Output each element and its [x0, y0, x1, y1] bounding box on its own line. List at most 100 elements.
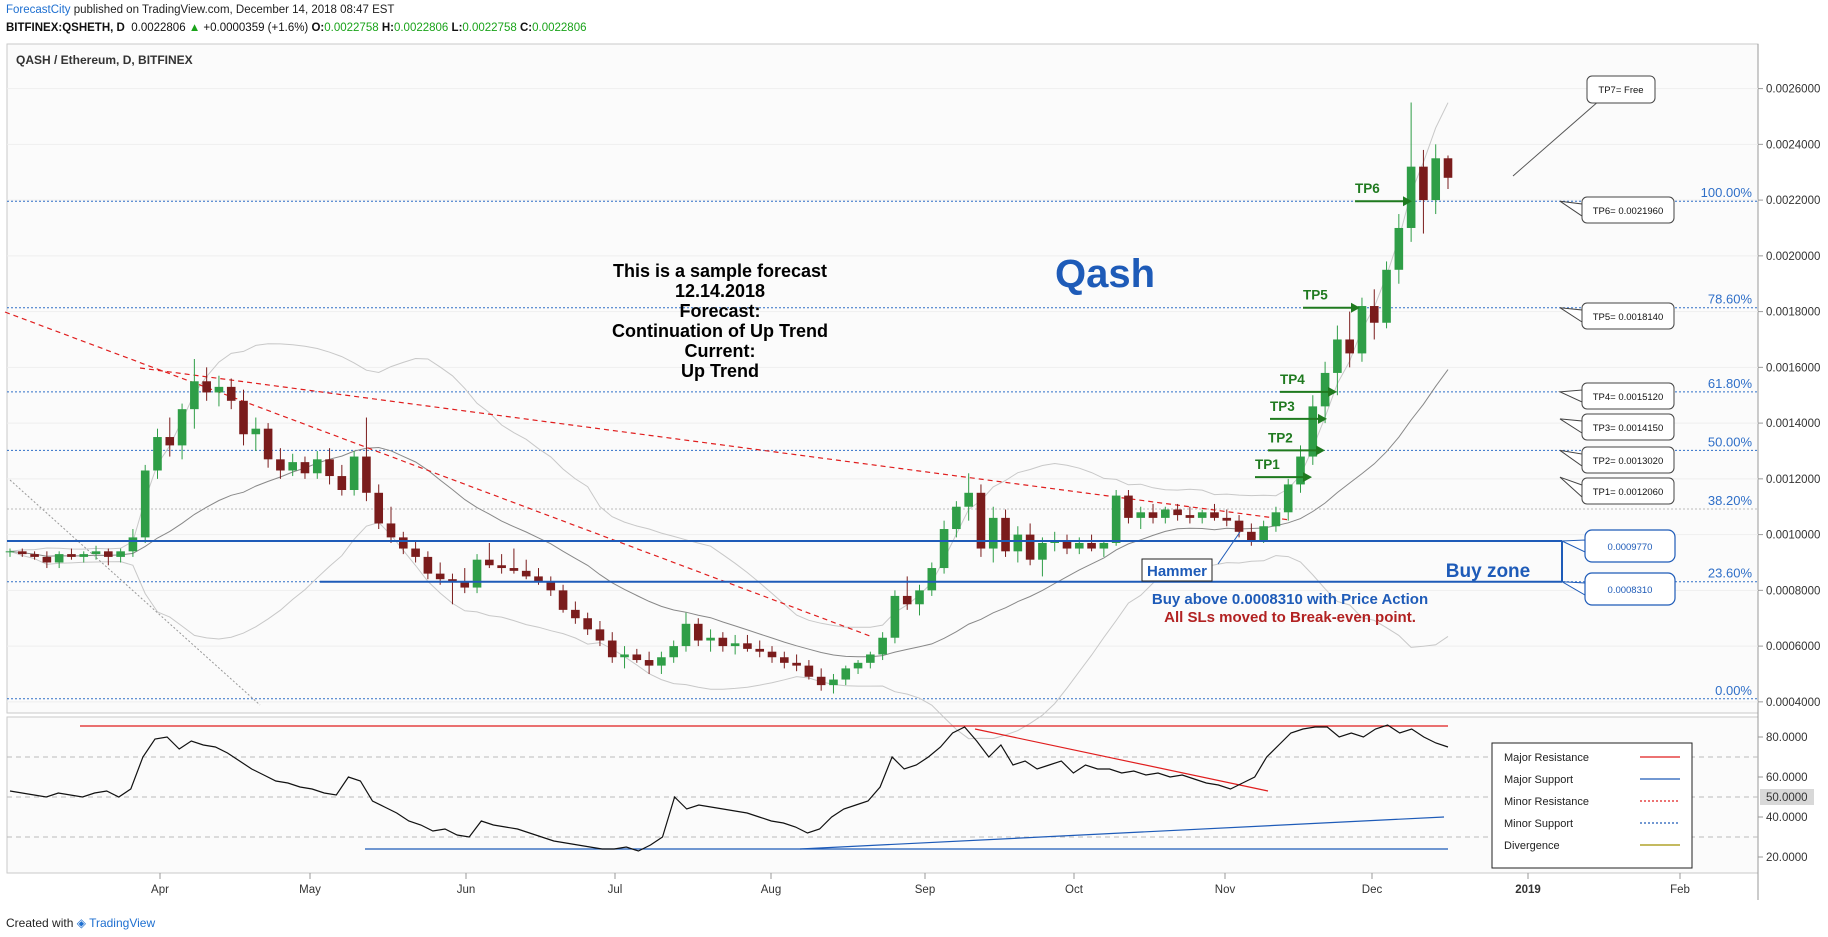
candle-body	[1345, 339, 1354, 354]
forecast-text-line: Forecast:	[679, 301, 760, 321]
candle-body	[202, 381, 211, 393]
take-profit-arrowhead	[1351, 302, 1360, 313]
support-callout-label: 0.0008310	[1608, 585, 1653, 596]
candle-body	[251, 428, 261, 435]
fib-level-label: 38.20%	[1708, 493, 1753, 508]
candle-body	[362, 456, 371, 493]
take-profit-callout-label: TP2= 0.0013020	[1593, 456, 1664, 467]
c-value: 0.0022806	[532, 22, 587, 34]
forecast-text-line: Up Trend	[681, 361, 759, 381]
rsi-tick-label: 60.0000	[1766, 772, 1808, 784]
take-profit-callout	[1581, 196, 1675, 224]
candle-body	[976, 492, 986, 549]
candle-body	[374, 492, 384, 524]
last-price: 0.0022806	[131, 22, 186, 34]
candle-body	[349, 456, 359, 490]
footer-tradingview[interactable]: TradingView	[89, 916, 156, 930]
candle-body	[128, 537, 138, 552]
stop-loss-note: All SLs moved to Break-even point.	[1164, 609, 1416, 626]
date-tick-label: 2019	[1515, 884, 1541, 896]
candle-body	[693, 623, 703, 641]
hammer-pointer	[1217, 531, 1241, 565]
price-tick-label: 0.0020000	[1766, 251, 1820, 263]
buy-zone-label: Buy zone	[1446, 561, 1530, 582]
o-value: 0.0022758	[324, 22, 379, 34]
candle-body	[792, 662, 801, 666]
rsi-pane[interactable]	[6, 716, 1759, 874]
date-tick-label: Nov	[1215, 884, 1236, 896]
candle-body	[804, 665, 814, 677]
candle-body	[1173, 509, 1182, 516]
footer: Created with ◈ TradingView	[6, 916, 155, 930]
take-profit-arrowhead	[1303, 472, 1312, 483]
candle-body	[1161, 509, 1170, 518]
price-pane[interactable]	[6, 43, 1759, 714]
price-tick-label: 0.0004000	[1766, 697, 1820, 709]
candle-body	[42, 556, 52, 563]
candle-body	[866, 654, 875, 663]
buy-instruction: Buy above 0.0008310 with Price Action	[1152, 591, 1428, 608]
rsi-line	[9, 724, 1449, 852]
candle-body	[276, 459, 285, 471]
candle-body	[263, 428, 273, 460]
take-profit-callout	[1581, 446, 1675, 474]
candle-body	[681, 623, 691, 647]
candle-body	[1136, 512, 1146, 518]
candle-body	[1259, 526, 1268, 541]
candle-body	[546, 581, 556, 591]
candle-body	[214, 386, 224, 393]
take-profit-label: TP4	[1280, 372, 1305, 387]
candle-body	[657, 657, 666, 666]
candle-body	[165, 437, 175, 446]
bollinger-upper-band	[9, 102, 1449, 628]
candle-body	[853, 662, 863, 669]
candle-body	[595, 629, 605, 641]
candle-body	[1419, 166, 1428, 201]
forecast-text-line: 12.14.2018	[675, 281, 765, 301]
l-value: 0.0022758	[462, 22, 517, 34]
candle-body	[1148, 512, 1158, 518]
candle-body	[1394, 227, 1404, 270]
take-profit-callout-label: TP6= 0.0021960	[1593, 206, 1664, 217]
candle-body	[1013, 534, 1023, 552]
candle-body	[1074, 542, 1084, 549]
candle-body	[116, 551, 125, 557]
candle-body	[509, 568, 519, 571]
candle-body	[1283, 484, 1293, 513]
candle-body	[1185, 515, 1195, 518]
candle-body	[952, 506, 961, 530]
c-label: C:	[519, 22, 533, 34]
footer-created: Created with	[6, 916, 74, 930]
candle-body	[878, 637, 887, 655]
take-profit-arrowhead	[1328, 386, 1337, 397]
candle-body	[718, 637, 728, 647]
candle-body	[288, 462, 297, 471]
brand-link[interactable]: ForecastCity	[6, 4, 71, 16]
publish-info: ForecastCity published on TradingView.co…	[6, 4, 394, 16]
candle-body	[485, 559, 494, 566]
l-label: L:	[451, 22, 463, 34]
tp7-callout-label: TP7= Free	[1598, 85, 1643, 96]
fib-level-label: 50.00%	[1708, 434, 1753, 449]
candle-body	[521, 570, 531, 577]
candle-body	[91, 551, 101, 555]
take-profit-callout-label: TP4= 0.0015120	[1593, 392, 1664, 403]
candle-body	[1431, 158, 1441, 201]
date-tick-label: May	[299, 884, 321, 896]
h-label: H:	[381, 22, 394, 34]
candle-body	[730, 643, 740, 647]
legend-label: Divergence	[1504, 840, 1560, 852]
rsi-support-trendline	[799, 816, 1445, 850]
candle-body	[386, 523, 396, 538]
candle-body	[1333, 339, 1342, 373]
candle-body	[226, 386, 236, 401]
candle-body	[988, 517, 998, 549]
h-value: 0.0022806	[393, 22, 449, 34]
candle-body	[79, 554, 89, 557]
candle-body	[583, 618, 592, 630]
date-tick-label: Apr	[151, 884, 169, 896]
hammer-box	[1141, 558, 1213, 582]
candle-body	[54, 554, 64, 563]
candle-body	[1025, 534, 1035, 560]
